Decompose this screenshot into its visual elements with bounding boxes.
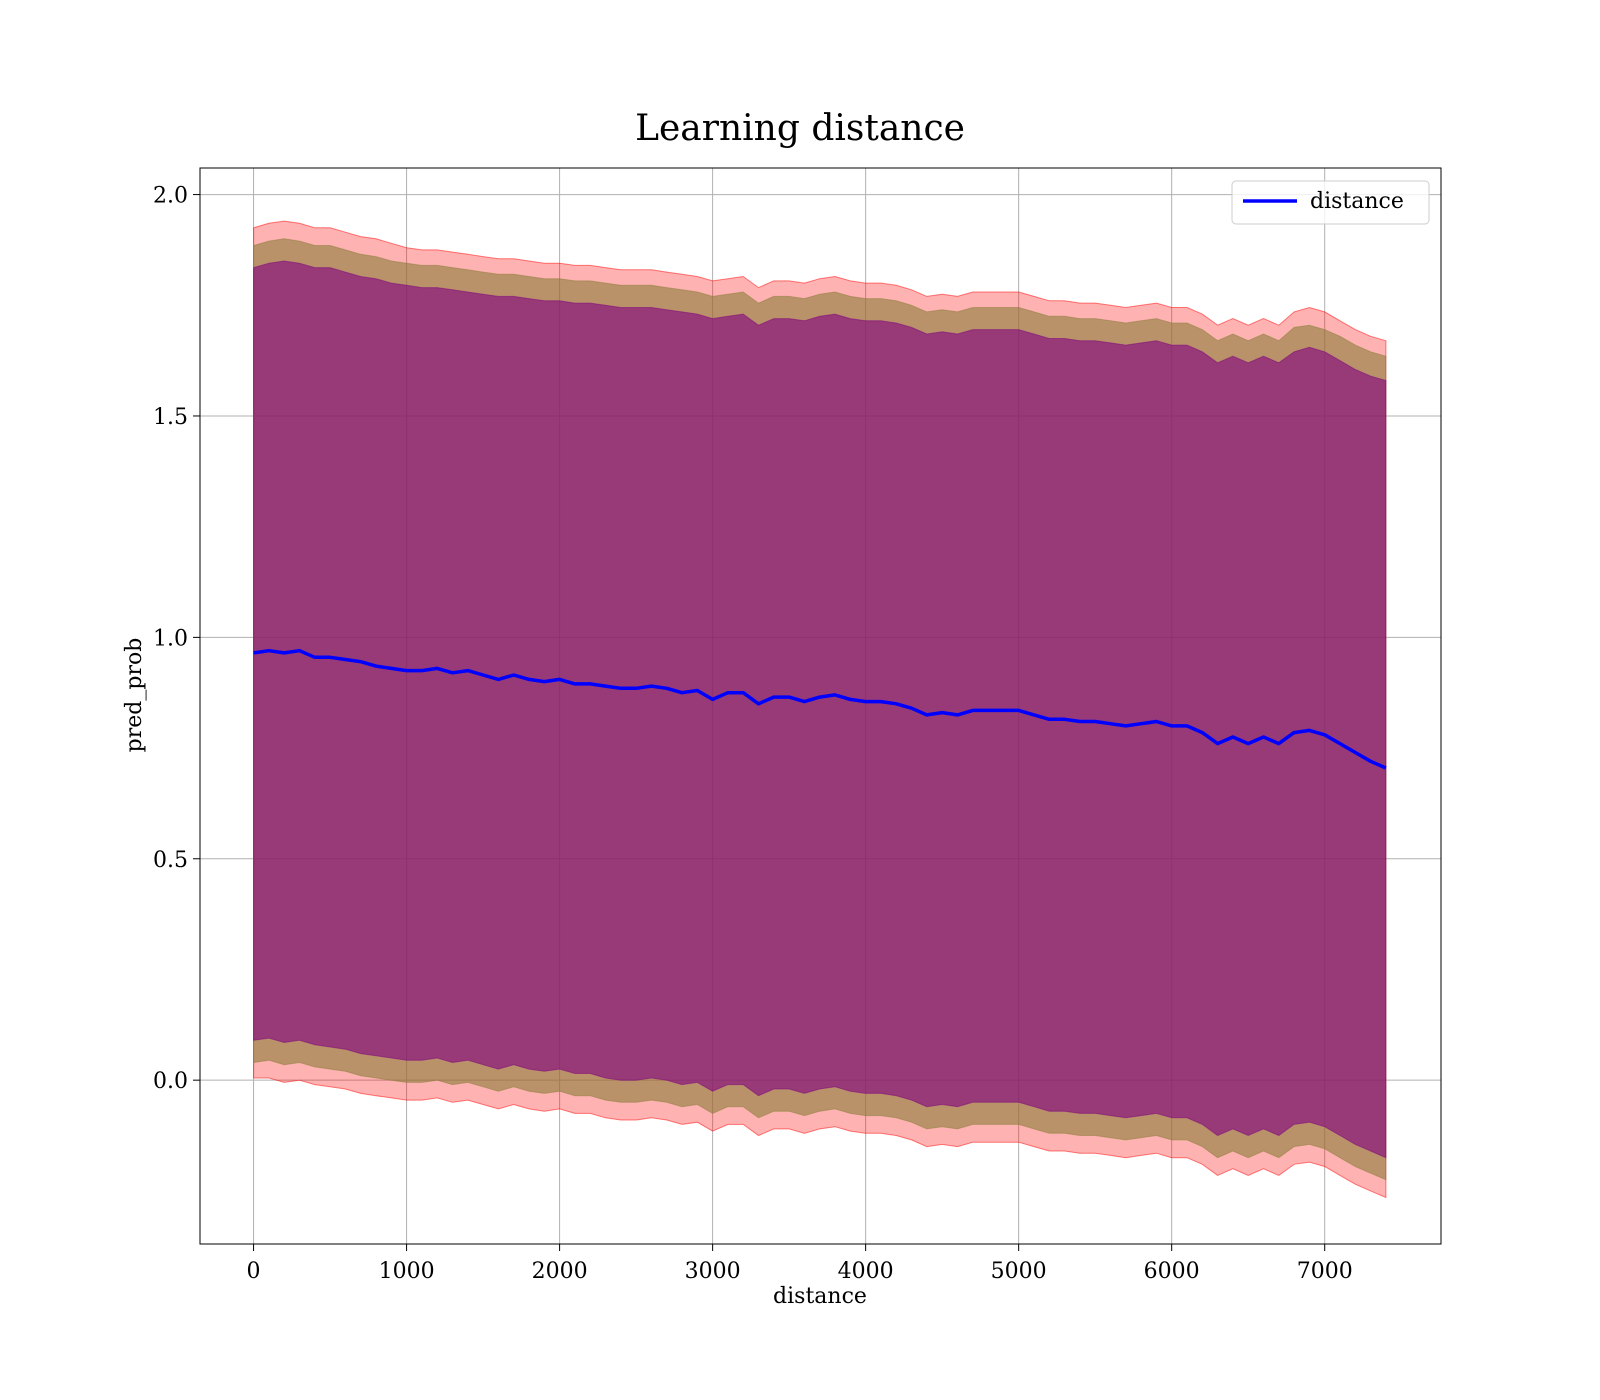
y-axis-label: pred_prob [122,638,147,753]
series-lines [253,648,1387,770]
series-line-distance [253,648,1387,770]
y-tick-label: 0.0 [153,1069,188,1094]
x-tick-label: 4000 [838,1259,894,1284]
confidence-bands [253,220,1387,1199]
plot-frame [199,167,1442,1245]
x-axis-ticks: 0 1000 2000 3000 4000 5000 6000 7000 [247,1244,1353,1284]
legend: distance [1231,180,1430,225]
x-tick-label: 3000 [685,1259,741,1284]
x-tick-label: 2000 [532,1259,588,1284]
legend-box [1231,180,1430,225]
x-axis-label: distance [773,1284,867,1309]
y-tick-label: 2.0 [153,184,188,209]
x-tick-label: 0 [247,1259,261,1284]
x-tick-label: 1000 [379,1259,435,1284]
band-inner [253,260,1387,1159]
x-tick-label: 5000 [991,1259,1047,1284]
x-tick-label: 6000 [1144,1259,1200,1284]
chart-title: Learning distance [635,108,965,149]
legend-label-distance: distance [1310,189,1404,214]
y-tick-label: 0.5 [153,848,188,873]
y-tick-label: 1.5 [153,405,188,430]
y-axis-ticks: 0.0 0.5 1.0 1.5 2.0 [153,184,200,1094]
y-tick-label: 1.0 [153,626,188,651]
x-tick-label: 7000 [1297,1259,1353,1284]
